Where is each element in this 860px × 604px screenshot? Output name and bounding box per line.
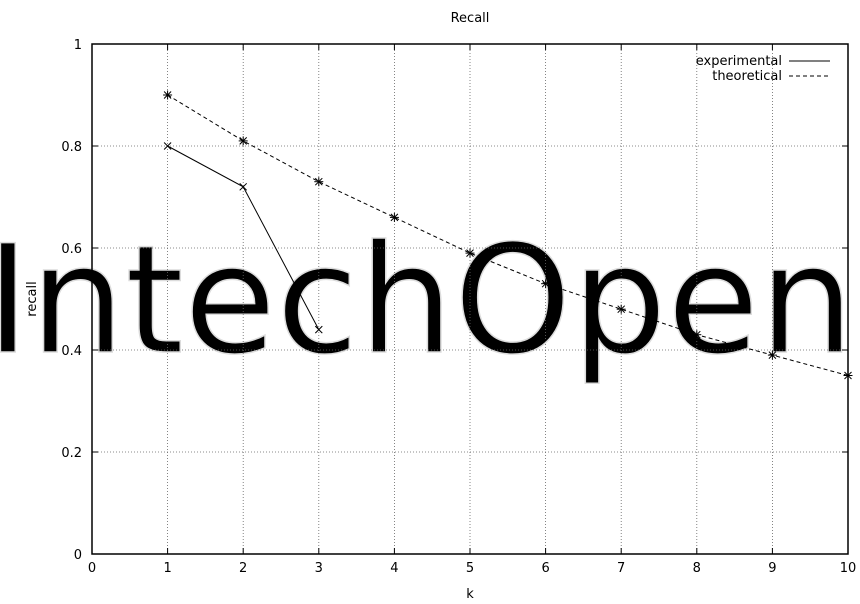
data-point-theoretical: [692, 330, 702, 340]
data-point-theoretical: [843, 371, 853, 380]
x-tick-label: 2: [239, 561, 247, 576]
series-theoretical: [163, 90, 853, 380]
y-tick-label: 0.8: [61, 140, 82, 155]
series-experimental: [163, 142, 323, 334]
y-tick-label: 0: [74, 548, 82, 563]
watermark: IntechOpen: [0, 213, 855, 389]
data-point-theoretical: [314, 177, 324, 187]
y-tick-label: 0.4: [61, 344, 82, 359]
x-tick-label: 10: [840, 561, 857, 576]
data-point-theoretical: [541, 279, 551, 289]
series-layer: [163, 90, 853, 380]
data-point-experimental: [314, 325, 323, 334]
grid-lines: [92, 44, 848, 554]
x-marker-stroke: [163, 142, 172, 150]
axis-ticks: 0 1 2 3 4 5 6 7 8 9 10 0 0.2 0.4 0.6 0.8 1: [61, 38, 856, 576]
x-tick-label: 5: [466, 561, 474, 576]
y-tick-label: 0.2: [61, 446, 82, 461]
y-tick-label: 1: [74, 38, 82, 53]
x-tick-label: 1: [163, 561, 171, 576]
data-point-theoretical: [163, 90, 173, 100]
x-tick-label: 4: [390, 561, 398, 576]
data-point-theoretical: [616, 304, 626, 314]
data-point-experimental: [239, 182, 248, 191]
legend-label-experimental: experimental: [696, 54, 782, 69]
data-point-theoretical: [767, 350, 777, 360]
data-point-experimental: [163, 142, 172, 150]
data-point-theoretical: [238, 136, 248, 146]
x-tick-label: 0: [88, 561, 96, 576]
data-point-theoretical: [465, 248, 475, 258]
x-tick-label: 8: [693, 561, 701, 576]
chart-title: Recall: [451, 11, 490, 26]
legend-label-theoretical: theoretical: [712, 69, 782, 84]
x-tick-label: 9: [768, 561, 776, 576]
x-marker-stroke: [239, 182, 248, 191]
x-tick-label: 3: [315, 561, 323, 576]
data-point-theoretical: [389, 212, 399, 222]
watermark-text: IntechOpen: [0, 214, 854, 388]
x-marker-stroke: [314, 325, 323, 334]
y-tick-label: 0.6: [61, 242, 82, 257]
x-axis-title: k: [466, 587, 474, 602]
x-tick-label: 7: [617, 561, 625, 576]
y-axis-title: recall: [25, 281, 40, 316]
x-tick-label: 6: [541, 561, 549, 576]
